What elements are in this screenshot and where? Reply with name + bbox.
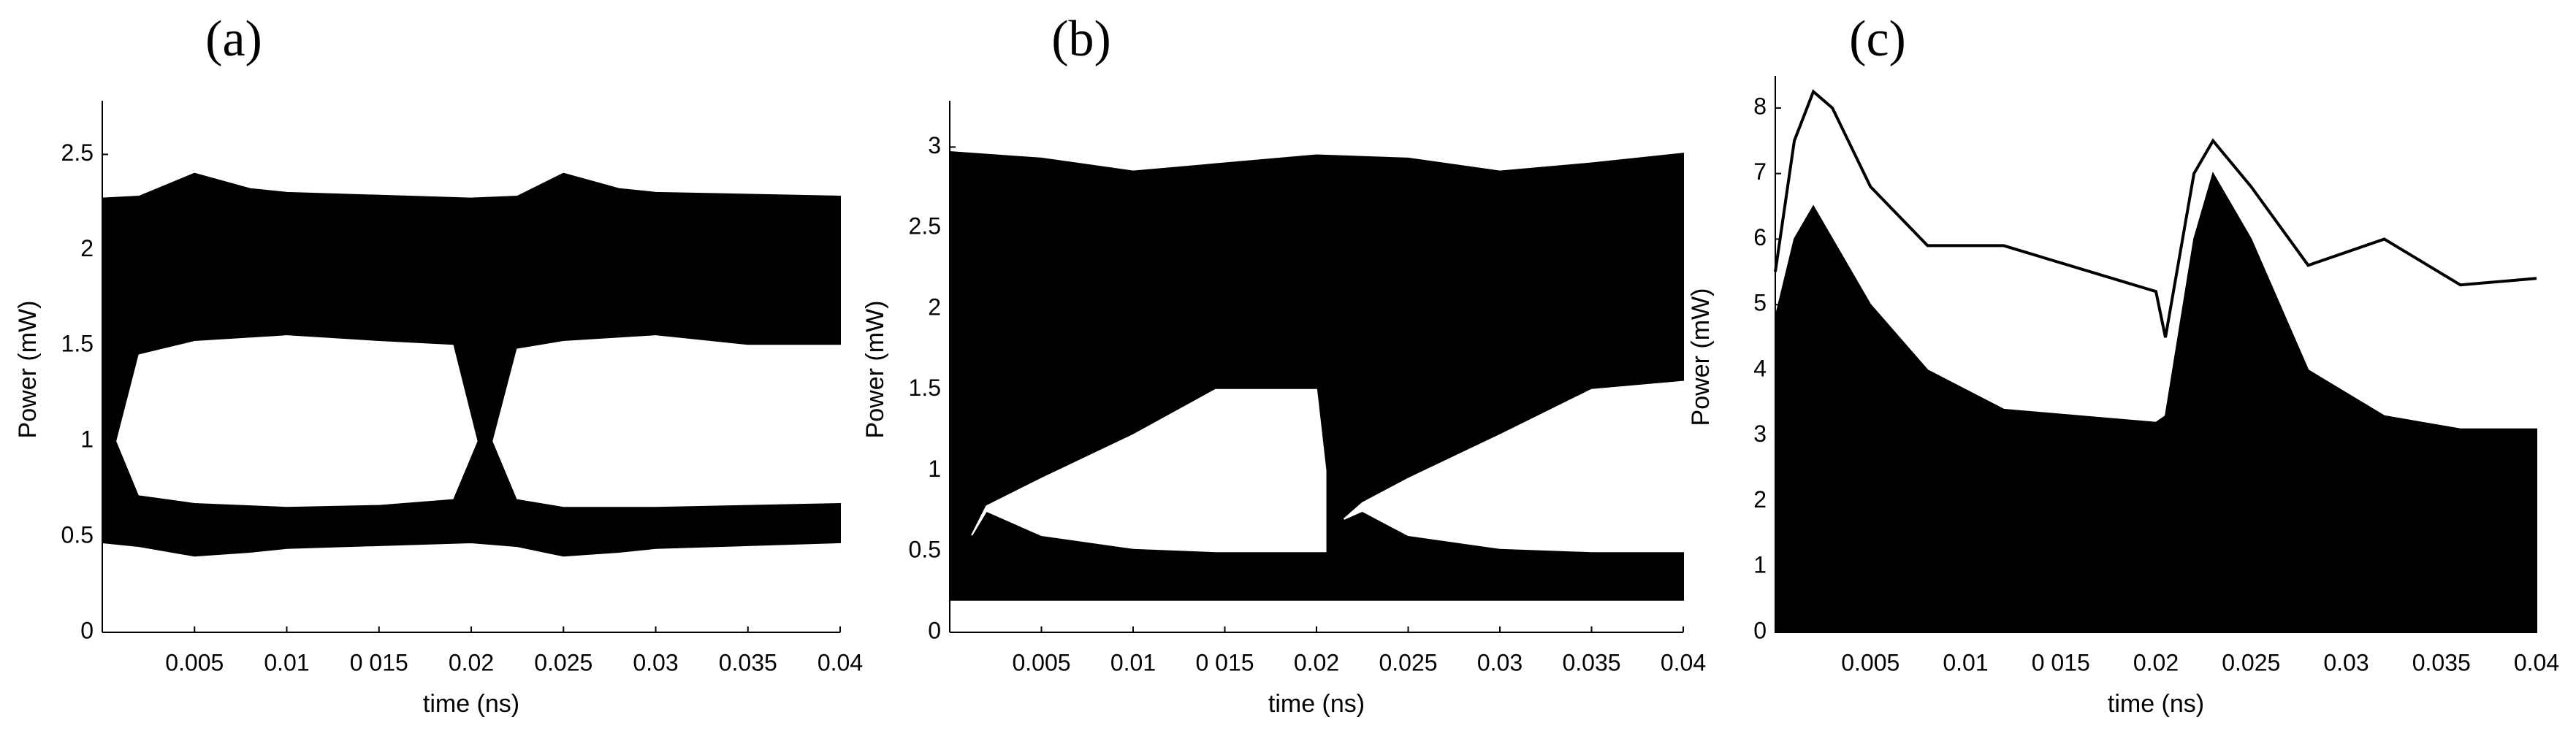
eye-area [116,335,478,507]
y-tick-label: 1.5 [909,375,941,401]
y-tick-label: 2.5 [909,213,941,239]
y-tick-label: 1.5 [61,331,94,357]
x-tick-label: 0 015 [2032,649,2090,675]
x-tick-label: 0.03 [2323,649,2369,675]
y-tick-label: 6 [1753,224,1767,250]
x-tick-label: 0.04 [2514,649,2559,675]
x-tick-label: 0.035 [719,649,777,675]
x-axis-label: time (ns) [423,690,519,718]
y-tick-label: 2 [1753,486,1767,513]
x-tick-label: 0.035 [1562,649,1620,675]
x-tick-label: 0.02 [1294,649,1339,675]
envelope-line [1774,89,2537,338]
y-tick-label: 5 [1753,290,1767,316]
y-tick-label: 0.5 [909,537,941,563]
y-tick-label: 2 [80,235,94,261]
y-axis-label: Power (mW) [14,301,42,439]
y-tick-label: 2.5 [61,139,94,166]
x-tick-label: 0.03 [1477,649,1523,675]
x-tick-label: 0 015 [1195,649,1254,675]
x-tick-label: 0.025 [534,649,592,675]
x-tick-label: 0.025 [2222,649,2280,675]
x-tick-label: 0.005 [165,649,224,675]
eye-area [1343,380,1684,553]
y-tick-label: 0 [80,617,94,643]
y-tick-label: 1 [80,426,94,453]
y-tick-label: 8 [1753,93,1767,119]
x-tick-label: 0.005 [1012,649,1070,675]
x-tick-label: 0.025 [1379,649,1437,675]
eye-area [1775,172,2537,633]
y-tick-label: 3 [928,132,941,158]
chart-title: (a) [205,11,262,67]
y-tick-label: 7 [1753,158,1767,185]
x-tick-label: 0.03 [633,649,678,675]
y-tick-label: 1 [928,456,941,482]
chart-title: (b) [1051,11,1111,67]
x-tick-label: 0.01 [264,649,309,675]
x-tick-label: 0.01 [1943,649,1988,675]
y-tick-label: 2 [928,294,941,320]
eye-area [492,335,841,507]
x-axis-label: time (ns) [1268,690,1365,718]
x-tick-label: 0.01 [1110,649,1156,675]
chart-title: (c) [1849,11,1906,67]
eye-area [971,388,1327,553]
y-axis-label: Power (mW) [861,301,889,439]
x-tick-label: 0 015 [350,649,408,675]
x-tick-label: 0.02 [449,649,494,675]
x-axis-label: time (ns) [2108,690,2204,718]
y-tick-label: 0 [1753,617,1767,643]
x-tick-label: 0.02 [2133,649,2179,675]
y-tick-label: 0.5 [61,522,94,548]
y-tick-label: 1 [1753,552,1767,578]
y-tick-label: 3 [1753,421,1767,447]
x-tick-label: 0.005 [1841,649,1899,675]
x-tick-label: 0.04 [818,649,863,675]
y-tick-label: 0 [928,617,941,643]
y-axis-label: Power (mW) [1687,288,1715,426]
y-tick-label: 4 [1753,355,1767,381]
x-tick-label: 0.035 [2412,649,2471,675]
x-tick-label: 0.04 [1661,649,1706,675]
